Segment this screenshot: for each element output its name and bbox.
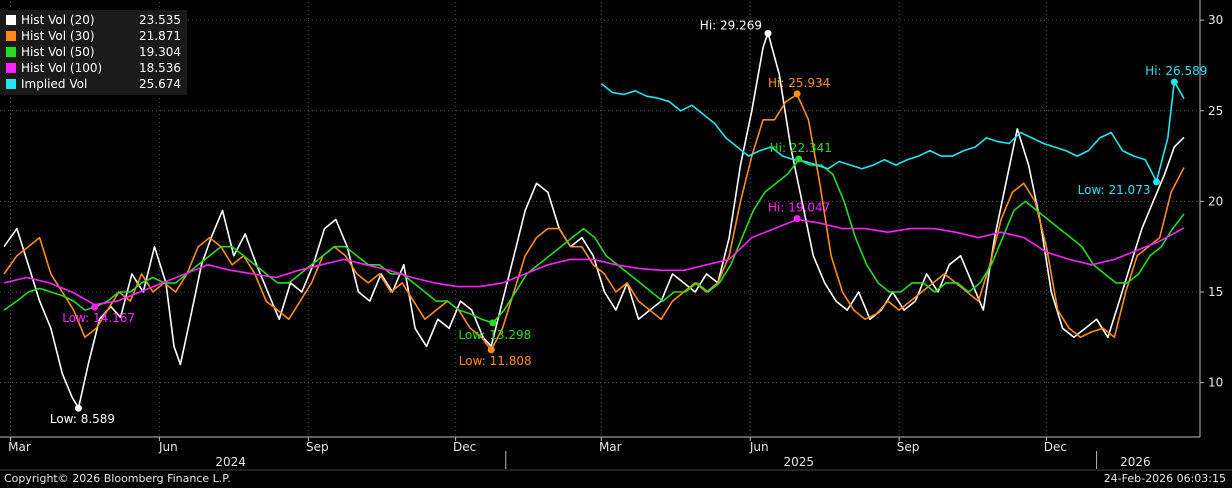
series-line-1	[3, 93, 1185, 351]
series-line-3	[3, 218, 1185, 306]
legend-value: 19.304	[139, 45, 181, 59]
annotation-label: Hi: 22.341	[770, 141, 832, 155]
annotation-label: Low: 14.167	[62, 311, 135, 325]
series-line-4	[600, 80, 1185, 183]
y-tick-label: 30	[1208, 13, 1223, 27]
annotation-dot	[793, 90, 801, 98]
timestamp-text: 24-Feb-2026 06:03:15	[1103, 472, 1226, 485]
annotation-label: Hi: 29.269	[700, 18, 762, 32]
annotation-dot	[1170, 78, 1178, 86]
legend: Hist Vol (20) 23.535 Hist Vol (30) 21.871 Hi…	[0, 10, 187, 95]
annotation-label: Low: 13.298	[458, 328, 531, 342]
legend-entry: Hist Vol (50) 19.304	[6, 44, 181, 60]
legend-value: 18.536	[139, 61, 181, 75]
copyright-text: Copyright© 2026 Bloomberg Finance L.P.	[4, 472, 231, 485]
annotation-dot	[487, 346, 495, 354]
year-label: 2024	[215, 455, 246, 469]
annotation-markers: Hi: 29.269 Low: 8.589 Hi: 25.934 Low: 11.80…	[50, 18, 1208, 426]
legend-label: Hist Vol (50)	[21, 45, 95, 59]
annotation-dot	[764, 29, 772, 37]
annotation-dot	[795, 155, 803, 163]
x-tick-label: Dec	[453, 440, 476, 454]
x-tick-label: Dec	[1044, 440, 1067, 454]
x-tick-label: Jun	[749, 440, 769, 454]
y-tick-label: 15	[1208, 285, 1223, 299]
annotation-dot	[793, 215, 801, 223]
annotation-dot	[91, 303, 99, 311]
annotation-label: Low: 11.808	[459, 354, 532, 368]
x-tick-label: Jun	[158, 440, 178, 454]
annotation-label: Low: 21.073	[1078, 183, 1151, 197]
legend-label: Hist Vol (20)	[21, 13, 95, 27]
legend-entry: Implied Vol 25.674	[6, 76, 181, 92]
legend-value: 23.535	[139, 13, 181, 27]
annotation-dot	[1152, 178, 1160, 186]
legend-swatch	[6, 31, 16, 41]
legend-value: 21.871	[139, 29, 181, 43]
x-tick-label: Mar	[8, 440, 31, 454]
legend-swatch	[6, 47, 16, 57]
year-label: 2026	[1120, 455, 1151, 469]
legend-value: 25.674	[139, 77, 181, 91]
legend-entry: Hist Vol (20) 23.535	[6, 12, 181, 28]
annotation-label: Hi: 26.589	[1145, 64, 1207, 78]
legend-swatch	[6, 79, 16, 89]
series-line-2	[3, 158, 1185, 324]
x-tick-label: Sep	[897, 440, 920, 454]
legend-entry: Hist Vol (100) 18.536	[6, 60, 181, 76]
annotation-label: Hi: 19.047	[768, 201, 830, 215]
y-tick-label: 25	[1208, 104, 1223, 118]
legend-swatch	[6, 15, 16, 25]
y-tick-label: 10	[1208, 376, 1223, 390]
series-lines	[3, 31, 1185, 409]
annotation-label: Hi: 25.934	[768, 76, 830, 90]
annotation-label: Low: 8.589	[50, 412, 115, 426]
annotation-dot	[489, 319, 497, 327]
legend-label: Implied Vol	[21, 77, 88, 91]
legend-entry: Hist Vol (30) 21.871	[6, 28, 181, 44]
series-line-0	[3, 31, 1185, 409]
legend-label: Hist Vol (30)	[21, 29, 95, 43]
legend-swatch	[6, 63, 16, 73]
annotation-dot	[74, 404, 82, 412]
legend-label: Hist Vol (100)	[21, 61, 103, 75]
y-tick-label: 20	[1208, 194, 1223, 208]
x-tick-label: Sep	[306, 440, 329, 454]
x-tick-label: Mar	[599, 440, 622, 454]
year-label: 2025	[783, 455, 814, 469]
